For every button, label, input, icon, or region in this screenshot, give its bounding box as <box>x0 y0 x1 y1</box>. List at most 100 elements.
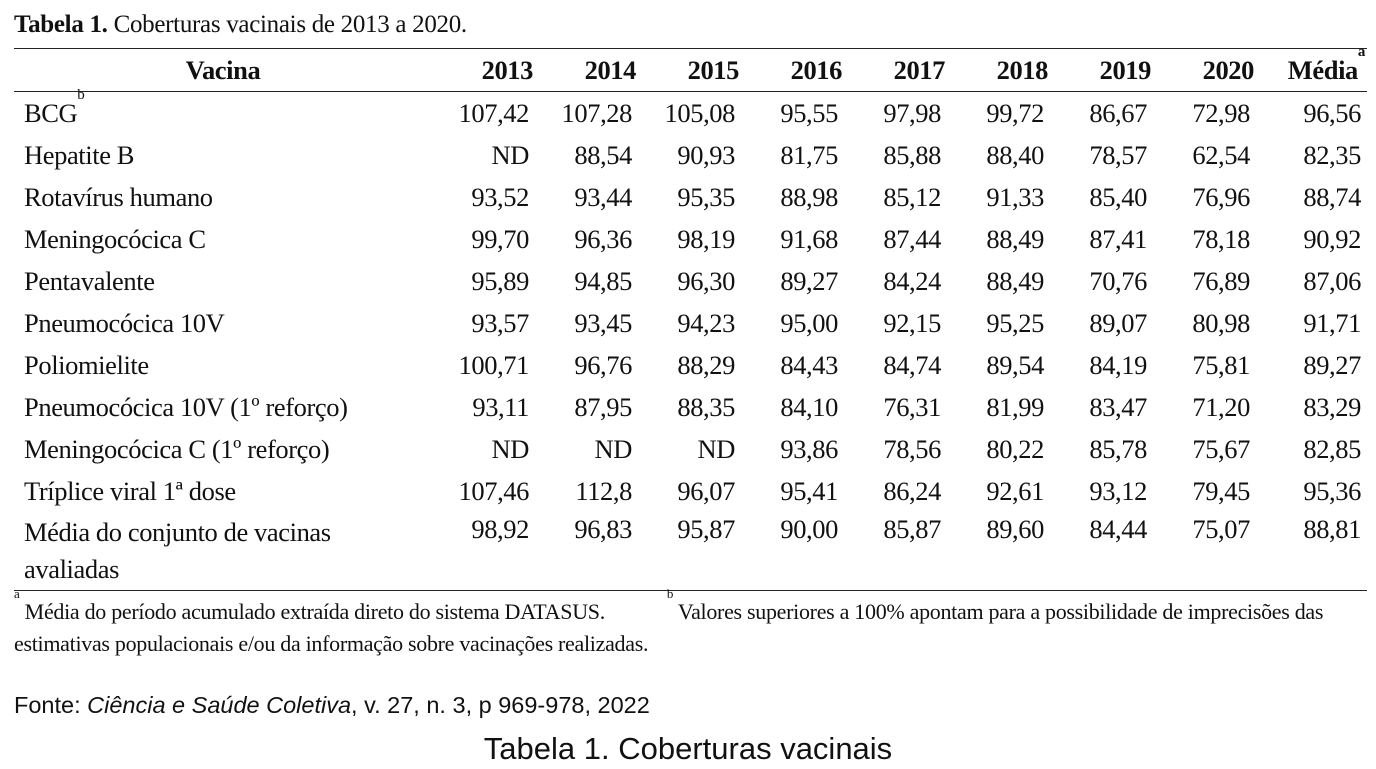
coverage-cell: 88,54 <box>574 139 632 170</box>
average-cell: 96,56 <box>1303 97 1361 128</box>
average-cell: 83,29 <box>1303 391 1361 422</box>
vaccine-name-cell: Hepatite B <box>14 134 432 176</box>
coverage-cell: 62,54 <box>1192 139 1250 170</box>
caption-text: Coberturas vacinais de 2013 a 2020. <box>107 11 468 38</box>
coverage-cell: 78,57 <box>1089 139 1147 170</box>
vaccine-name: Tríplice viral 1ª dose <box>24 475 236 506</box>
coverage-cell: 112,8 <box>575 475 632 506</box>
vaccine-name-cell: Pentavalente <box>14 260 432 302</box>
coverage-cell: 95,00 <box>780 307 838 338</box>
table-header-row: Vacina 2013 2014 2015 2016 2017 2018 2019 2020 M… <box>14 44 1367 92</box>
coverage-cell: 89,60 <box>986 514 1044 544</box>
average-cell: 88,74 <box>1303 181 1361 212</box>
coverage-cell: 89,07 <box>1089 307 1147 338</box>
coverage-cell: 72,98 <box>1192 97 1250 128</box>
footnote-a-text: Média do período acumulado extraída dire… <box>19 599 606 624</box>
footnote-a: a Média do período acumulado extraída di… <box>14 587 606 624</box>
coverage-cell: 100,71 <box>458 349 530 380</box>
coverage-cell: 89,27 <box>780 265 838 296</box>
coverage-cell: 76,96 <box>1192 181 1250 212</box>
coverage-cell: 95,55 <box>780 97 838 128</box>
vaccine-name-cell: Pneumocócica 10V <box>14 302 432 344</box>
coverage-cell: 70,76 <box>1089 265 1147 296</box>
vaccine-name-cell: Média do conjunto de vacinas avaliadas <box>14 512 432 591</box>
coverage-cell: 84,43 <box>780 349 838 380</box>
column-header-year: 2014 <box>584 54 637 85</box>
average-cell: 90,92 <box>1303 223 1361 254</box>
coverage-cell: 75,81 <box>1192 349 1250 380</box>
coverage-cell: 96,07 <box>677 475 735 506</box>
coverage-cell: 97,98 <box>883 97 941 128</box>
coverage-cell: 96,83 <box>574 514 632 544</box>
vaccine-name-cell: Meningocócica C <box>14 218 432 260</box>
coverage-cell: 84,24 <box>883 265 941 296</box>
table-row: Tríplice viral 1ª dose 107,46 112,8 96,07 95… <box>14 470 1367 512</box>
coverage-cell: 95,25 <box>986 307 1044 338</box>
coverage-cell: 83,47 <box>1089 391 1147 422</box>
coverage-cell: 95,89 <box>471 265 529 296</box>
footnote-b-mark: b <box>666 586 674 601</box>
vaccination-coverage-table: Vacina 2013 2014 2015 2016 2017 2018 2019 2020 M… <box>14 44 1367 591</box>
table-row: Rotavírus humano 93,52 93,44 95,35 88,98 85,1… <box>14 176 1367 218</box>
coverage-cell: 90,93 <box>677 139 735 170</box>
table-row: Hepatite B ND 88,54 90,93 81,75 85,88 88,40 78,… <box>14 134 1367 176</box>
column-header-year: 2018 <box>996 54 1049 85</box>
coverage-cell: ND <box>594 433 633 464</box>
coverage-cell: 105,08 <box>664 97 736 128</box>
coverage-cell: 75,67 <box>1192 433 1250 464</box>
coverage-cell: 93,45 <box>574 307 632 338</box>
coverage-cell: 92,61 <box>986 475 1044 506</box>
coverage-cell: 80,98 <box>1192 307 1250 338</box>
column-header-media-label: Média <box>1287 54 1359 85</box>
coverage-cell: 79,45 <box>1192 475 1250 506</box>
source-citation: Fonte: Ciência e Saúde Coletiva, v. 27, … <box>14 690 650 720</box>
coverage-cell: 94,85 <box>574 265 632 296</box>
average-cell: 91,71 <box>1303 307 1361 338</box>
vaccine-name-cell: BCGb <box>14 87 432 135</box>
column-header-year: 2020 <box>1202 54 1255 85</box>
coverage-cell: 95,35 <box>677 181 735 212</box>
table-row: Média do conjunto de vacinas avaliadas 98… <box>14 512 1367 591</box>
vaccine-name: Pentavalente <box>24 265 155 296</box>
coverage-cell: 87,44 <box>883 223 941 254</box>
column-header-media: Médiaa <box>1256 44 1367 92</box>
column-header-year: 2015 <box>687 54 740 85</box>
coverage-cell: 71,20 <box>1192 391 1250 422</box>
vaccine-name-cell: Poliomielite <box>14 344 432 386</box>
coverage-cell: 84,10 <box>780 391 838 422</box>
coverage-cell: 88,98 <box>780 181 838 212</box>
coverage-cell: 85,88 <box>883 139 941 170</box>
coverage-cell: 91,68 <box>780 223 838 254</box>
coverage-cell: 95,41 <box>780 475 838 506</box>
average-cell: 89,27 <box>1303 349 1361 380</box>
coverage-cell: 76,89 <box>1192 265 1250 296</box>
coverage-cell: 85,87 <box>883 514 941 544</box>
coverage-cell: 86,24 <box>883 475 941 506</box>
footnote-b-text: Valores superiores a 100% apontam para a… <box>14 599 1324 656</box>
footnote-a-mark: a <box>14 586 20 601</box>
coverage-cell: 81,75 <box>780 139 838 170</box>
average-cell: 95,36 <box>1303 475 1361 506</box>
column-header-year: 2017 <box>893 54 946 85</box>
coverage-cell: 89,54 <box>986 349 1044 380</box>
coverage-cell: 93,57 <box>471 307 529 338</box>
coverage-cell: 93,12 <box>1089 475 1147 506</box>
table-row: Meningocócica C 99,70 96,36 98,19 91,68 87,44… <box>14 218 1367 260</box>
table-caption: Tabela 1. Coberturas vacinais de 2013 a … <box>14 10 467 40</box>
coverage-cell: 91,33 <box>986 181 1044 212</box>
coverage-cell: 75,07 <box>1192 514 1250 544</box>
coverage-cell: 84,19 <box>1089 349 1147 380</box>
table-row: Pneumocócica 10V 93,57 93,45 94,23 95,00 92,1… <box>14 302 1367 344</box>
source-details: , v. 27, n. 3, p 969-978, 2022 <box>351 692 650 718</box>
coverage-cell: 107,42 <box>458 97 530 128</box>
vaccine-name-cell: Tríplice viral 1ª dose <box>14 470 432 512</box>
coverage-cell: 93,11 <box>472 391 529 422</box>
vaccine-name-cell: Rotavírus humano <box>14 176 432 218</box>
vaccine-name-cell: Pneumocócica 10V (1º reforço) <box>14 386 432 428</box>
vaccine-name: Rotavírus humano <box>24 181 213 212</box>
coverage-cell: ND <box>491 433 530 464</box>
vaccine-name-cell: Meningocócica C (1º reforço) <box>14 428 432 470</box>
coverage-cell: 86,67 <box>1089 97 1147 128</box>
table-body: BCGb 107,42 107,28 105,08 95,55 97,98 99,72 86,… <box>14 87 1367 591</box>
coverage-cell: 93,86 <box>780 433 838 464</box>
